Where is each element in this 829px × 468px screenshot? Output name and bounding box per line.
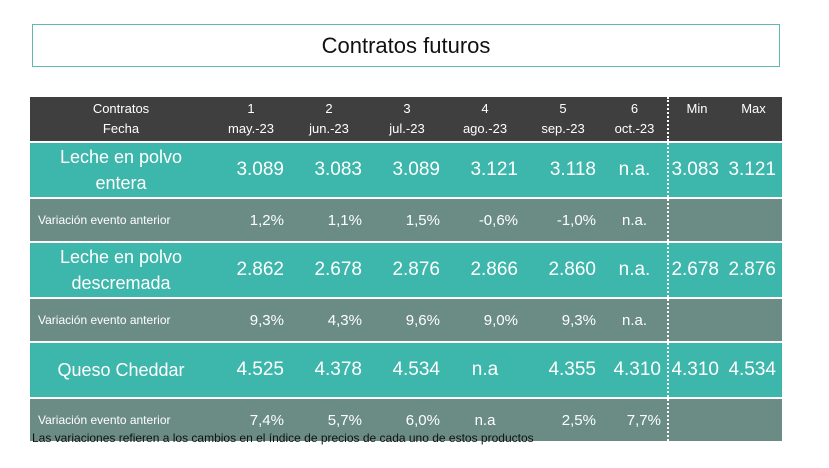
price-cell: n.a. (602, 141, 668, 198)
empty-cell (725, 197, 782, 242)
event-number: 2 (325, 101, 333, 116)
futures-table: Contratos Fecha 1 may.-23 2 jun.-23 3 ju… (30, 97, 782, 441)
header-label: Contratos Fecha (30, 97, 212, 142)
min-cell: 3.083 (667, 141, 725, 198)
table-row: Leche en polvo descremada 2.862 2.678 2.… (30, 241, 782, 298)
variation-cell: 4,3% (290, 297, 368, 342)
variation-cell: 6,0% (368, 397, 446, 441)
table-row: Queso Cheddar 4.525 4.378 4.534 n.a 4.35… (30, 341, 782, 398)
price-cell: 4.525 (212, 341, 290, 398)
header-event-5: 5 sep.-23 (524, 97, 602, 142)
min-label: Min (686, 101, 708, 116)
footnote: Las variaciones refieren a los cambios e… (32, 431, 534, 445)
variation-cell: n.a. (602, 197, 668, 242)
header-row: Contratos Fecha 1 may.-23 2 jun.-23 3 ju… (30, 97, 782, 142)
event-number: 4 (481, 101, 489, 116)
header-event-6: 6 oct.-23 (602, 97, 668, 142)
event-date: jun.-23 (309, 121, 349, 136)
price-cell: 4.355 (524, 341, 602, 398)
product-name-line2: entera (95, 173, 147, 193)
header-event-4: 4 ago.-23 (446, 97, 524, 142)
event-date: may.-23 (228, 121, 274, 136)
table-title: Contratos futuros (32, 24, 780, 67)
price-cell: 2.862 (212, 241, 290, 298)
max-label: Max (741, 101, 766, 116)
min-cell: 4.310 (667, 341, 725, 398)
price-cell: 3.089 (368, 141, 446, 198)
price-cell: n.a (446, 341, 524, 398)
variation-cell: n.a. (602, 297, 668, 342)
price-cell: 3.121 (446, 141, 524, 198)
variation-cell: 2,5% (524, 397, 602, 441)
empty-cell (667, 397, 725, 441)
price-cell: n.a. (602, 241, 668, 298)
price-cell: 2.866 (446, 241, 524, 298)
empty-cell (725, 297, 782, 342)
header-contratos-label: Contratos (92, 101, 150, 116)
price-cell: 4.534 (368, 341, 446, 398)
price-cell: 4.310 (602, 341, 668, 398)
event-number: 1 (247, 101, 255, 116)
variation-cell: n.a (446, 397, 524, 441)
variation-cell: 9,6% (368, 297, 446, 342)
table-row: Variación evento anterior 7,4% 5,7% 6,0%… (30, 397, 782, 441)
variation-cell: 9,3% (524, 297, 602, 342)
price-cell: 2.678 (290, 241, 368, 298)
product-name-line1: Leche en polvo (59, 147, 183, 167)
header-fecha-label: Fecha (102, 121, 140, 136)
event-date: sep.-23 (541, 121, 585, 136)
header-min: Min (667, 97, 725, 142)
min-cell: 2.678 (667, 241, 725, 298)
variation-cell: 9,3% (212, 297, 290, 342)
product-name-line2: descremada (71, 273, 171, 293)
price-cell: 3.118 (524, 141, 602, 198)
event-date: ago.-23 (462, 121, 508, 136)
price-cell: 3.083 (290, 141, 368, 198)
event-date: jul.-23 (389, 121, 425, 136)
variation-cell: -1,0% (524, 197, 602, 242)
price-cell: 2.860 (524, 241, 602, 298)
variation-cell: 7,4% (212, 397, 290, 441)
price-cell: 3.089 (212, 141, 290, 198)
variation-cell: -0,6% (446, 197, 524, 242)
header-event-3: 3 jul.-23 (368, 97, 446, 142)
event-date: oct.-23 (614, 121, 655, 136)
variation-cell: 7,7% (602, 397, 668, 441)
table-row: Variación evento anterior 1,2% 1,1% 1,5%… (30, 197, 782, 242)
price-cell: 2.876 (368, 241, 446, 298)
product-name: Queso Cheddar (30, 341, 212, 398)
header-event-1: 1 may.-23 (212, 97, 290, 142)
product-name-line1: Queso Cheddar (57, 360, 185, 380)
variation-label: Variación evento anterior (30, 297, 212, 342)
variation-label: Variación evento anterior (30, 197, 212, 242)
price-cell: 4.378 (290, 341, 368, 398)
event-number: 6 (630, 101, 639, 116)
variation-cell: 1,5% (368, 197, 446, 242)
empty-cell (667, 297, 725, 342)
variation-cell: 5,7% (290, 397, 368, 441)
product-name: Leche en polvo descremada (30, 241, 212, 298)
header-event-2: 2 jun.-23 (290, 97, 368, 142)
event-number: 5 (559, 101, 567, 116)
max-cell: 3.121 (725, 141, 782, 198)
table-row: Variación evento anterior 9,3% 4,3% 9,6%… (30, 297, 782, 342)
table-row: Leche en polvo entera 3.089 3.083 3.089 … (30, 141, 782, 198)
variation-cell: 9,0% (446, 297, 524, 342)
product-name: Leche en polvo entera (30, 141, 212, 198)
header-max: Max (725, 97, 782, 142)
variation-cell: 1,2% (212, 197, 290, 242)
max-cell: 2.876 (725, 241, 782, 298)
empty-cell (667, 197, 725, 242)
product-name-line1: Leche en polvo (59, 247, 183, 267)
max-cell: 4.534 (725, 341, 782, 398)
variation-label: Variación evento anterior (30, 397, 212, 441)
event-number: 3 (403, 101, 411, 116)
empty-cell (725, 397, 782, 441)
variation-cell: 1,1% (290, 197, 368, 242)
